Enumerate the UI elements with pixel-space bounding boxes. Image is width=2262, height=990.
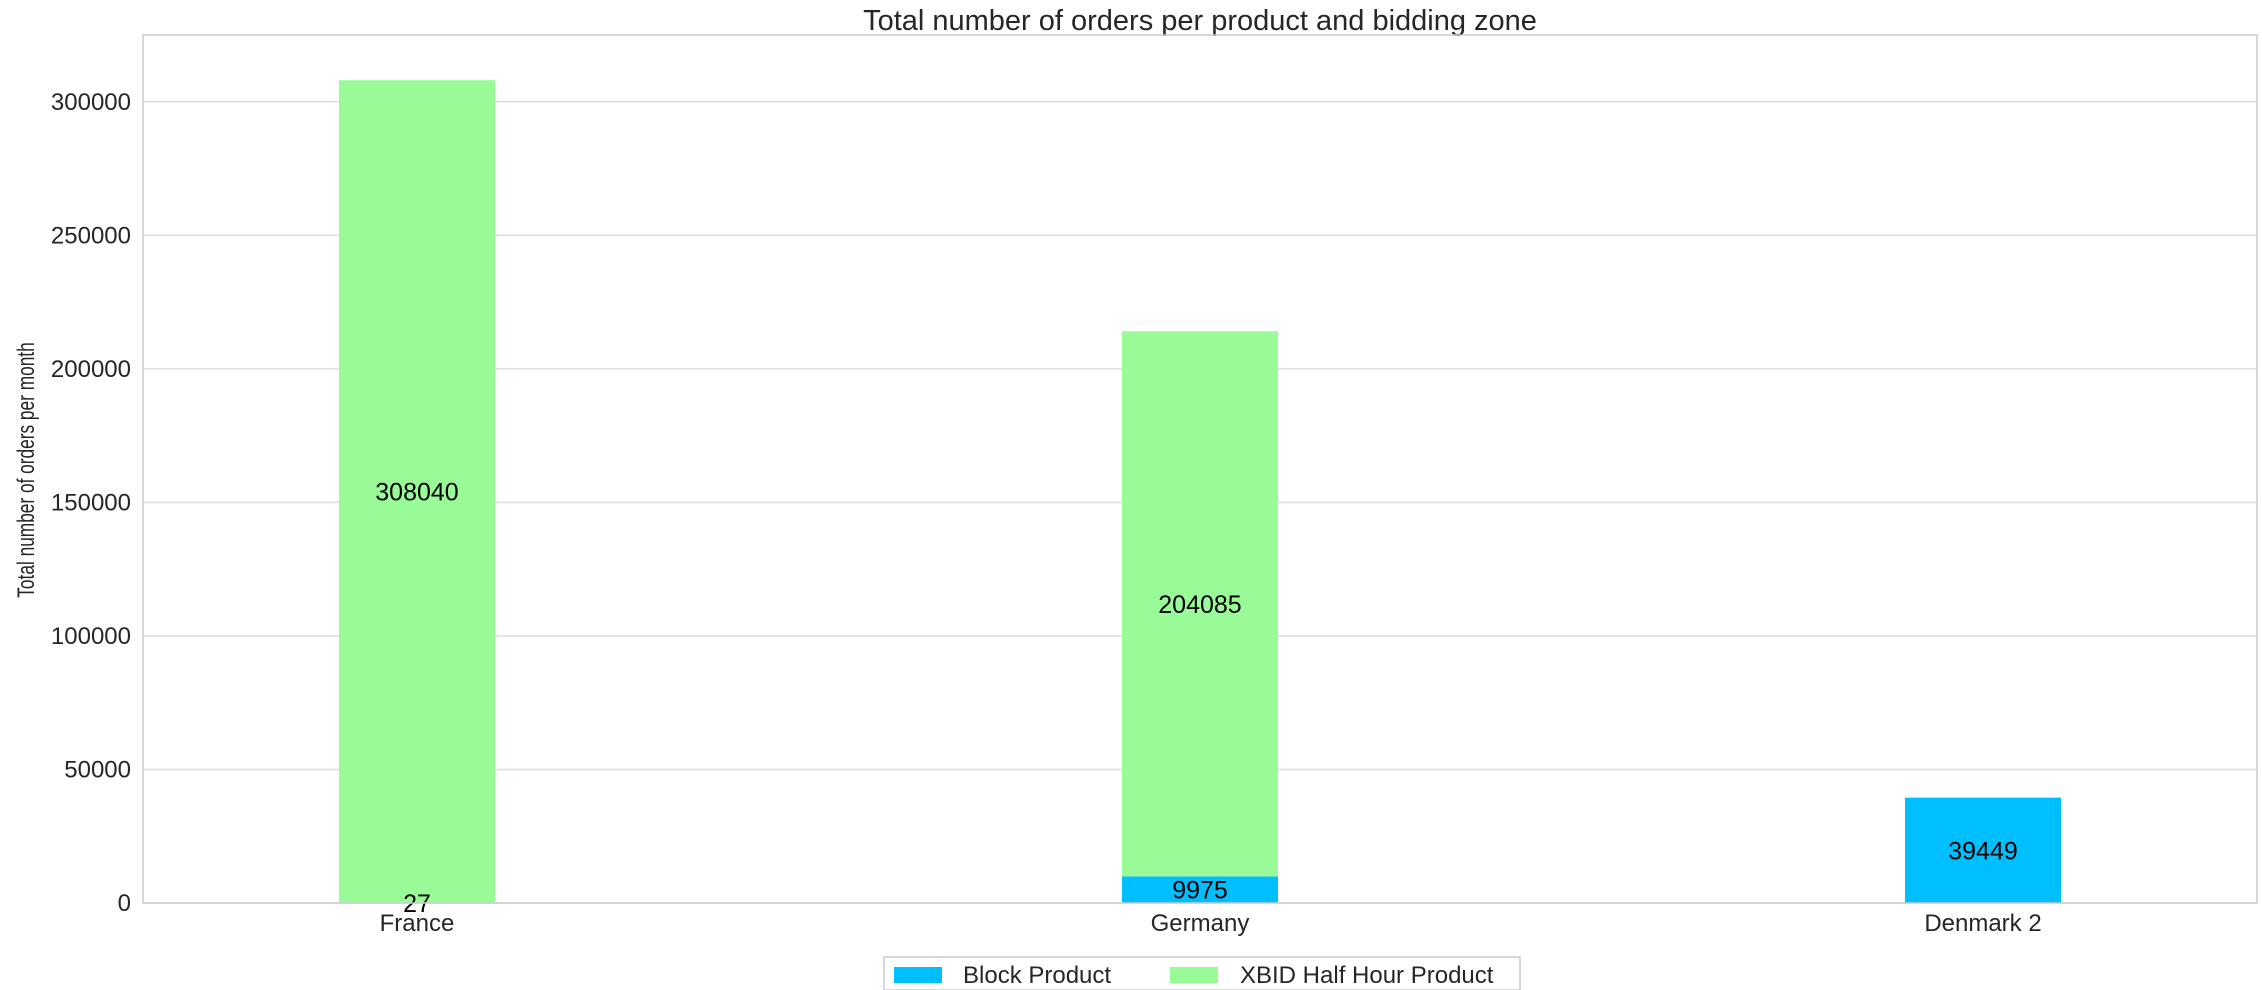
data-label-germany-block-product: 9975	[1172, 877, 1228, 905]
legend-swatch-block-product	[894, 967, 942, 983]
y-tick-label-100000: 100000	[51, 623, 131, 650]
x-tick-label-germany: Germany	[1151, 910, 1250, 937]
legend: Block Product XBID Half Hour Product	[883, 956, 1521, 990]
data-label-germany-xbid-half-hour-product: 204085	[1158, 591, 1241, 619]
y-tick-label-300000: 300000	[51, 89, 131, 116]
x-tick-label-france: France	[380, 910, 455, 937]
bar-germany-xbid-half-hour-product	[1122, 331, 1278, 877]
y-tick-label-200000: 200000	[51, 356, 131, 383]
chart-title: Total number of orders per product and b…	[863, 5, 1537, 37]
bar-germany-block-product	[1122, 876, 1278, 903]
y-axis-label: Total number of orders per month	[13, 342, 39, 597]
data-label-france-block-product: 27	[403, 890, 431, 918]
y-tick-label-150000: 150000	[51, 489, 131, 516]
y-tick-label-50000: 50000	[64, 756, 131, 783]
data-label-denmark-2-block-product: 39449	[1948, 837, 2018, 865]
y-tick-label-0: 0	[118, 890, 131, 917]
bar-france-xbid-half-hour-product	[339, 80, 495, 903]
data-label-france-xbid-half-hour-product: 308040	[375, 479, 458, 507]
y-axis-ticks: 0 50000 100000 150000 200000 250000 300000	[51, 89, 131, 917]
legend-label-xbid-half-hour-product: XBID Half Hour Product	[1240, 962, 1494, 989]
bars	[339, 80, 2061, 903]
data-labels: 27 308040 9975 204085 39449	[375, 479, 2017, 918]
y-tick-label-250000: 250000	[51, 222, 131, 249]
legend-label-block-product: Block Product	[963, 962, 1111, 989]
legend-swatch-xbid-half-hour-product	[1170, 967, 1218, 983]
x-axis-ticks: France Germany Denmark 2	[380, 910, 2042, 937]
plot-frame	[142, 34, 2258, 904]
bar-denmark-2-block-product	[1905, 797, 2061, 903]
x-tick-label-denmark-2: Denmark 2	[1924, 910, 2041, 937]
